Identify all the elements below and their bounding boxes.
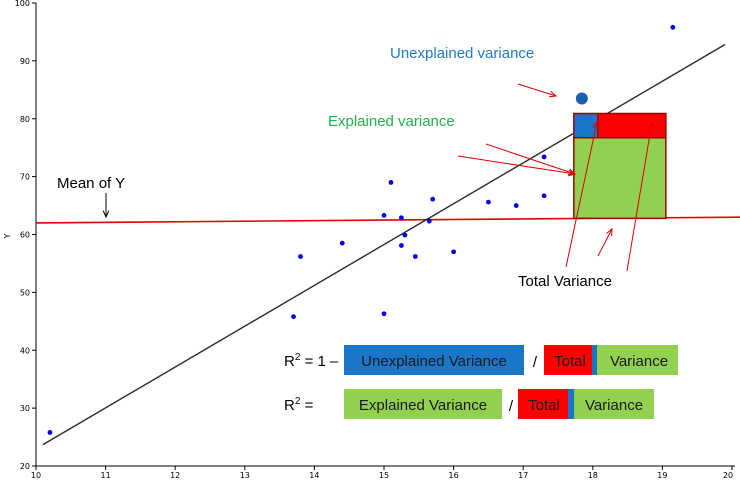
y-tick-label: 50 xyxy=(20,288,30,297)
data-point xyxy=(541,193,547,199)
formula-1-variance-box xyxy=(597,345,678,375)
x-tick-label: 17 xyxy=(518,471,528,480)
annotation-arrows xyxy=(102,83,655,272)
mean-of-y-label: Mean of Y xyxy=(57,175,125,192)
formula-2-variance-text: Variance xyxy=(585,397,643,414)
total-arrow-mean-head xyxy=(606,227,613,237)
formula-2-variance-box xyxy=(574,389,654,419)
data-point xyxy=(339,240,345,246)
x-tick-label: 16 xyxy=(449,471,459,480)
data-point xyxy=(541,154,547,160)
formula-2-total-strip xyxy=(568,389,574,419)
formula-2-explained-box xyxy=(344,389,502,419)
formula-1: R2 = 1 – Unexplained Variance / Total Va… xyxy=(284,345,678,375)
data-point xyxy=(47,430,53,435)
data-point xyxy=(381,213,387,218)
explained-arrow-2-head xyxy=(568,169,577,177)
variance-boxes xyxy=(573,92,667,220)
data-point xyxy=(670,24,676,30)
y-tick-label: 40 xyxy=(20,346,30,355)
x-tick-label: 18 xyxy=(588,471,598,480)
highlighted-point xyxy=(575,92,588,105)
data-point xyxy=(426,218,432,224)
total-arrow-right-head xyxy=(647,120,655,129)
formula-2-slash: / xyxy=(509,398,514,415)
data-point xyxy=(451,249,456,255)
formula-1-slash: / xyxy=(533,354,538,371)
total-arrow-right xyxy=(626,121,653,272)
formula-1-total-text: Total xyxy=(554,353,586,370)
x-tick-label: 11 xyxy=(101,471,111,480)
y-tick-label: 80 xyxy=(20,115,30,124)
axes: 10 11 12 13 14 15 16 17 18 19 20 20 30 40 50 60 70 80 90 10… xyxy=(15,0,735,480)
formula-1-unexplained-box xyxy=(344,345,524,375)
explained-arrow xyxy=(485,143,576,175)
data-point xyxy=(402,232,408,238)
data-point xyxy=(298,254,303,259)
formula-2-lhs: R2 = xyxy=(284,396,314,414)
formula-2-total-text: Total xyxy=(528,397,560,414)
data-point xyxy=(399,215,404,221)
x-tick-label: 12 xyxy=(170,471,180,480)
y-axis-label: Y xyxy=(3,233,12,239)
data-point xyxy=(381,311,387,317)
formula-2-explained-text: Explained Variance xyxy=(359,397,487,414)
data-point xyxy=(399,243,404,248)
data-point xyxy=(388,180,394,185)
data-point xyxy=(486,199,491,205)
data-point xyxy=(291,314,296,320)
x-tick-label: 13 xyxy=(240,471,250,480)
explained-arrow-2 xyxy=(457,155,576,175)
total-arrow-left xyxy=(565,121,598,268)
y-tick-label: 60 xyxy=(20,231,30,240)
formula-1-variance-text: Variance xyxy=(610,353,668,370)
unexplained-arrow-head xyxy=(548,90,558,98)
unexplained-arrow xyxy=(517,83,557,97)
total-variance-label: Total Variance xyxy=(518,273,612,290)
x-tick-label: 14 xyxy=(309,471,319,480)
y-tick-label: 70 xyxy=(20,173,30,182)
x-tick-label: 10 xyxy=(31,471,41,480)
y-tick-label: 20 xyxy=(20,462,30,471)
points-layer xyxy=(47,24,676,435)
x-tick-label: 19 xyxy=(657,471,667,480)
data-point xyxy=(412,254,418,259)
formula-2-total-box xyxy=(518,389,568,419)
mean-of-y-arrow-head xyxy=(102,210,110,219)
explained-variance-label: Explained variance xyxy=(328,113,455,130)
y-tick-label: 90 xyxy=(20,57,30,66)
total-variance-box xyxy=(597,112,667,139)
x-tick-label: 15 xyxy=(379,471,389,480)
regression-line xyxy=(42,43,726,446)
y-tick-label: 30 xyxy=(20,404,30,413)
regression-layer xyxy=(42,43,726,446)
x-tick-label: 20 xyxy=(723,471,733,480)
data-point xyxy=(430,196,436,202)
formula-1-lhs: R2 = 1 – xyxy=(284,352,339,370)
formula-2: R2 = Explained Variance / Total Variance xyxy=(284,389,654,419)
formula-1-total-strip xyxy=(592,345,597,375)
formula-1-unexplained-text: Unexplained Variance xyxy=(361,353,507,370)
y-tick-label: 100 xyxy=(15,0,30,8)
explained-variance-box xyxy=(573,136,667,220)
unexplained-variance-label: Unexplained variance xyxy=(390,45,534,62)
total-arrow-mean xyxy=(597,228,613,257)
total-arrow-left-head xyxy=(592,120,599,129)
data-point xyxy=(513,203,519,208)
formula-1-total-box xyxy=(544,345,592,375)
